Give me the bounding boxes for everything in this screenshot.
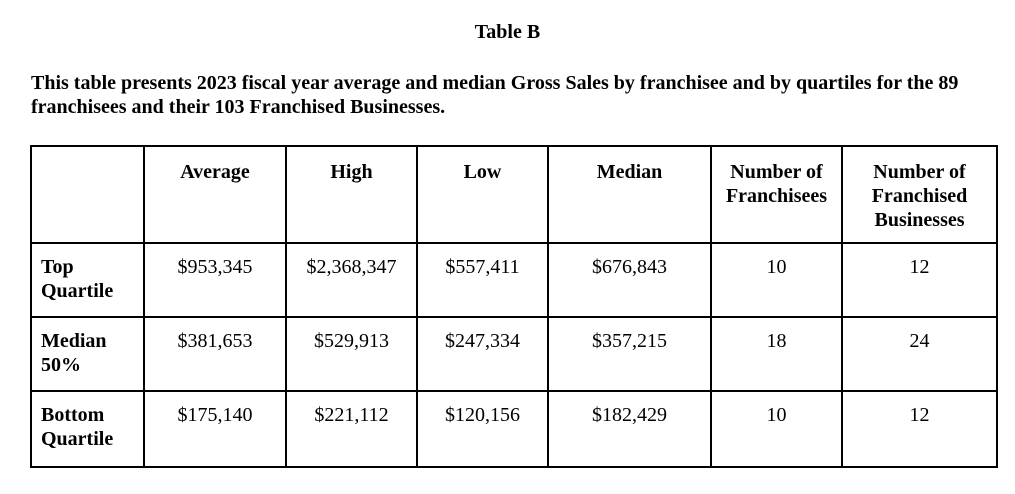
header-cell-empty: [30, 145, 145, 244]
cell-high: $529,913: [285, 316, 418, 392]
header-row: Average High Low Median Number of Franch…: [30, 145, 998, 244]
header-cell-median: Median: [547, 145, 712, 244]
cell-number-of-franchisees: 10: [710, 390, 843, 468]
header-cell-number-of-franchised-businesses: Number of Franchised Businesses: [841, 145, 998, 244]
gross-sales-table: Average High Low Median Number of Franch…: [30, 145, 998, 468]
table-row: Top Quartile $953,345 $2,368,347 $557,41…: [30, 242, 998, 318]
cell-average: $953,345: [143, 242, 287, 318]
cell-median: $357,215: [547, 316, 712, 392]
cell-low: $120,156: [416, 390, 549, 468]
header-cell-low: Low: [416, 145, 549, 244]
table-row: Median 50% $381,653 $529,913 $247,334 $3…: [30, 316, 998, 392]
cell-low: $247,334: [416, 316, 549, 392]
row-label: Median 50%: [30, 316, 145, 392]
cell-low: $557,411: [416, 242, 549, 318]
cell-number-of-franchised-businesses: 24: [841, 316, 998, 392]
cell-average: $175,140: [143, 390, 287, 468]
cell-median: $676,843: [547, 242, 712, 318]
cell-high: $221,112: [285, 390, 418, 468]
cell-number-of-franchisees: 18: [710, 316, 843, 392]
cell-number-of-franchised-businesses: 12: [841, 390, 998, 468]
table-description: This table presents 2023 fiscal year ave…: [31, 72, 959, 118]
cell-number-of-franchisees: 10: [710, 242, 843, 318]
header-cell-average: Average: [143, 145, 287, 244]
table-title: Table B: [474, 21, 541, 43]
cell-average: $381,653: [143, 316, 287, 392]
cell-number-of-franchised-businesses: 12: [841, 242, 998, 318]
table-row: Bottom Quartile $175,140 $221,112 $120,1…: [30, 390, 998, 468]
header-cell-high: High: [285, 145, 418, 244]
row-label: Bottom Quartile: [30, 390, 145, 468]
cell-high: $2,368,347: [285, 242, 418, 318]
cell-median: $182,429: [547, 390, 712, 468]
row-label: Top Quartile: [30, 242, 145, 318]
header-cell-number-of-franchisees: Number of Franchisees: [710, 145, 843, 244]
